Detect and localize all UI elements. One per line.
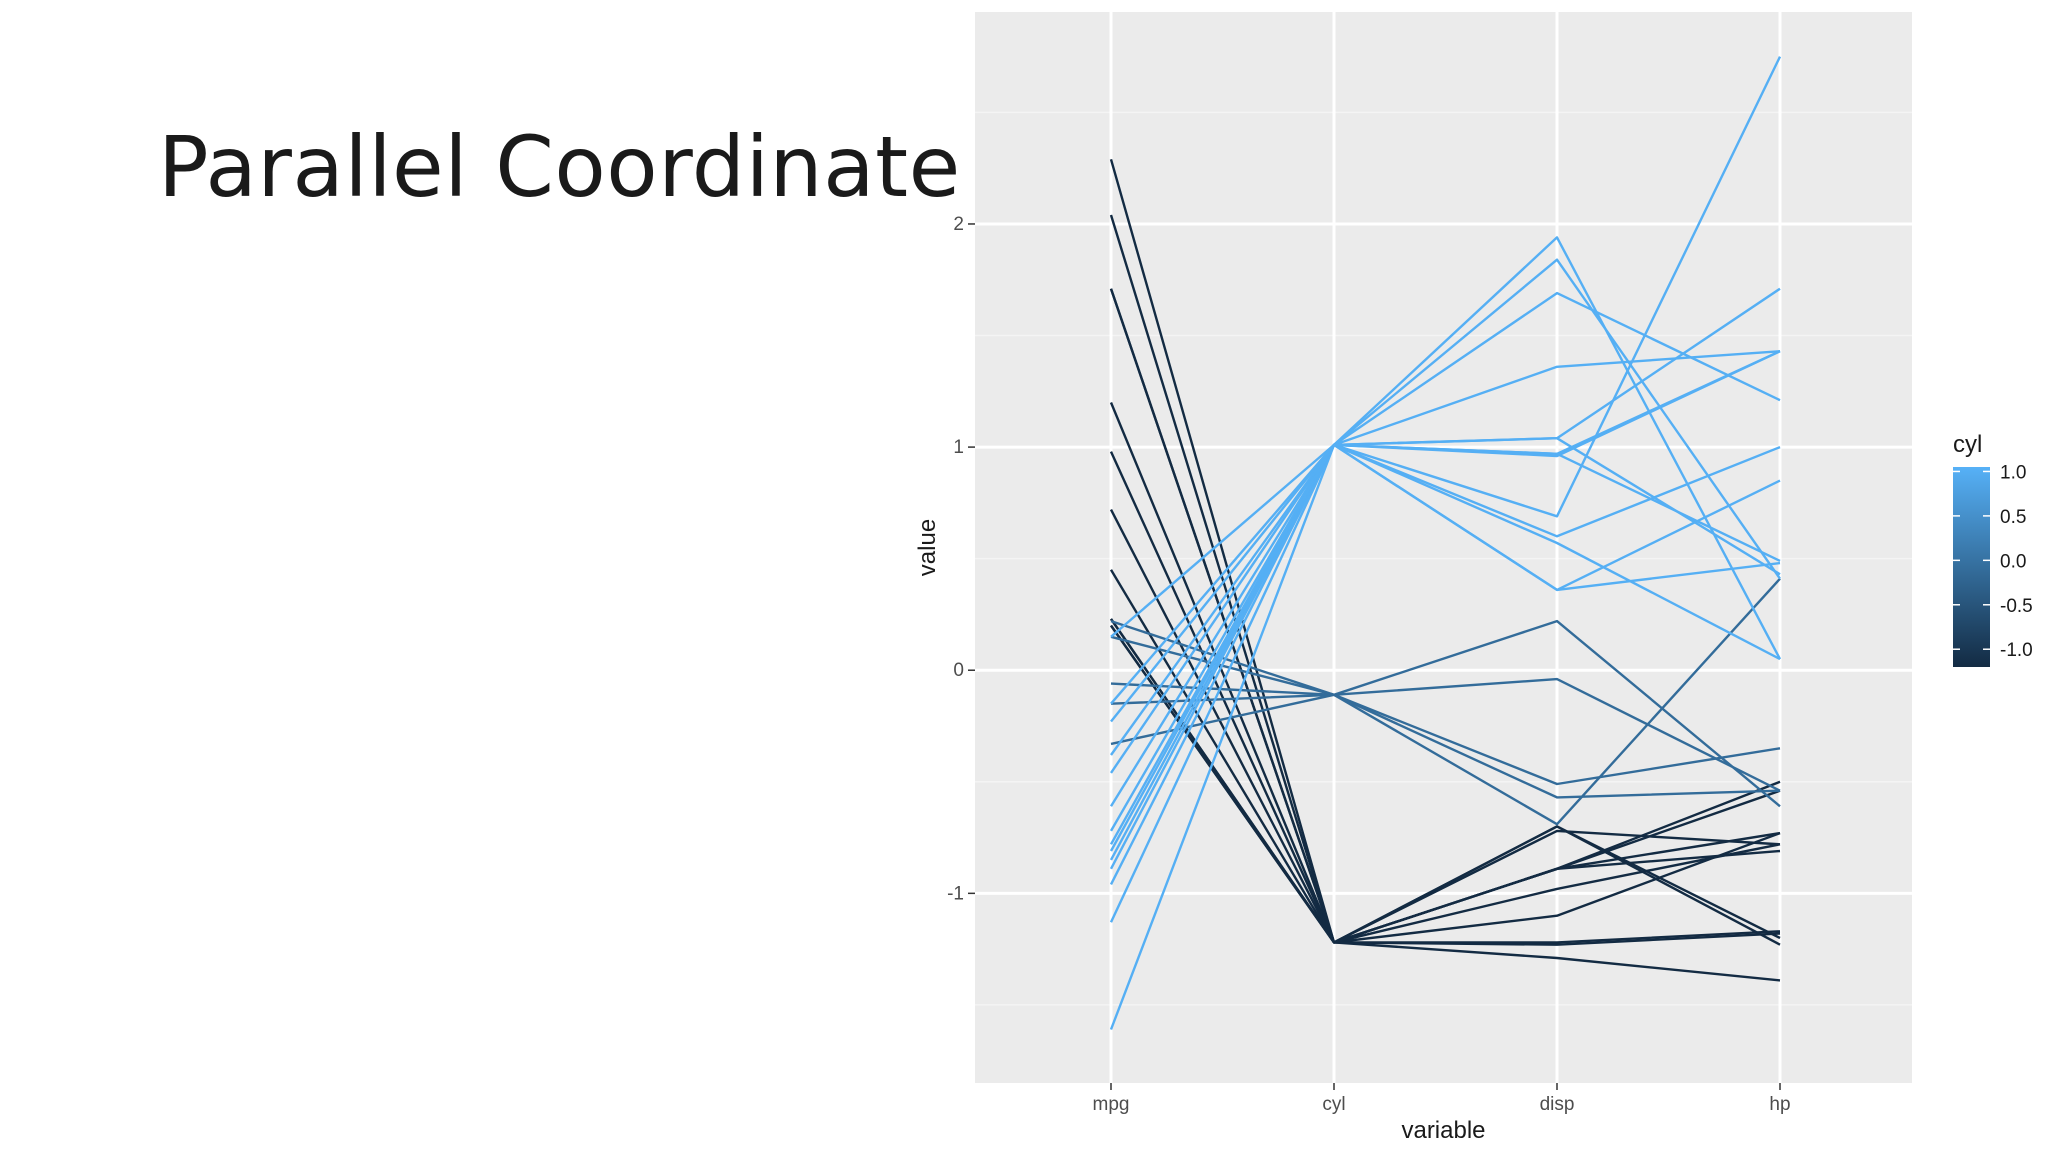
x-axis-title: variable <box>1401 1117 1485 1144</box>
series-lines <box>1109 56 1782 1030</box>
series-line <box>1109 214 1781 982</box>
y-tick-label: 1 <box>953 437 964 458</box>
series-line <box>1110 619 1781 808</box>
series-line <box>1110 443 1781 638</box>
x-axis: mpg cyl disp hp <box>1093 1083 1791 1115</box>
series-line <box>1110 677 1781 792</box>
series-line <box>1109 291 1781 885</box>
series-line <box>1109 258 1781 923</box>
y-tick-label: 0 <box>953 660 964 681</box>
series-line <box>1109 236 1782 1030</box>
series-line <box>1110 443 1781 723</box>
series-line <box>1109 443 1781 807</box>
legend-tick-label: 1.0 <box>2000 462 2026 483</box>
y-tick-label: 2 <box>953 214 964 235</box>
series-line <box>1109 350 1781 870</box>
legend-tick-label: -0.5 <box>2000 596 2033 617</box>
series-line <box>1110 618 1781 944</box>
major-gridlines <box>975 12 1912 1083</box>
legend-tick-label: 0.5 <box>2000 507 2026 528</box>
slide-title: Parallel Coordinate <box>158 118 961 216</box>
series-line <box>1109 56 1782 832</box>
color-legend: cyl 1.0 0.5 0.0 -0.5 -1.0 <box>1953 431 2033 667</box>
legend-tick-label: 0.0 <box>2000 551 2026 572</box>
y-axis-title: value <box>914 519 941 576</box>
legend-title: cyl <box>1953 431 1982 458</box>
series-line <box>1110 682 1781 786</box>
series-line <box>1110 443 1781 774</box>
x-tick-label: cyl <box>1322 1094 1345 1115</box>
x-tick-label: mpg <box>1093 1094 1130 1115</box>
series-line <box>1109 288 1781 944</box>
y-tick-label: -1 <box>947 883 964 904</box>
y-axis: -1 0 1 2 <box>947 214 975 904</box>
legend-tick-label: -1.0 <box>2000 640 2033 661</box>
legend-ticks: 1.0 0.5 0.0 -0.5 -1.0 <box>1953 462 2033 661</box>
x-tick-label: hp <box>1769 1094 1790 1115</box>
x-tick-label: disp <box>1540 1094 1575 1115</box>
colorbar <box>1953 467 1990 667</box>
series-line <box>1109 451 1781 944</box>
series-line <box>1110 624 1781 944</box>
